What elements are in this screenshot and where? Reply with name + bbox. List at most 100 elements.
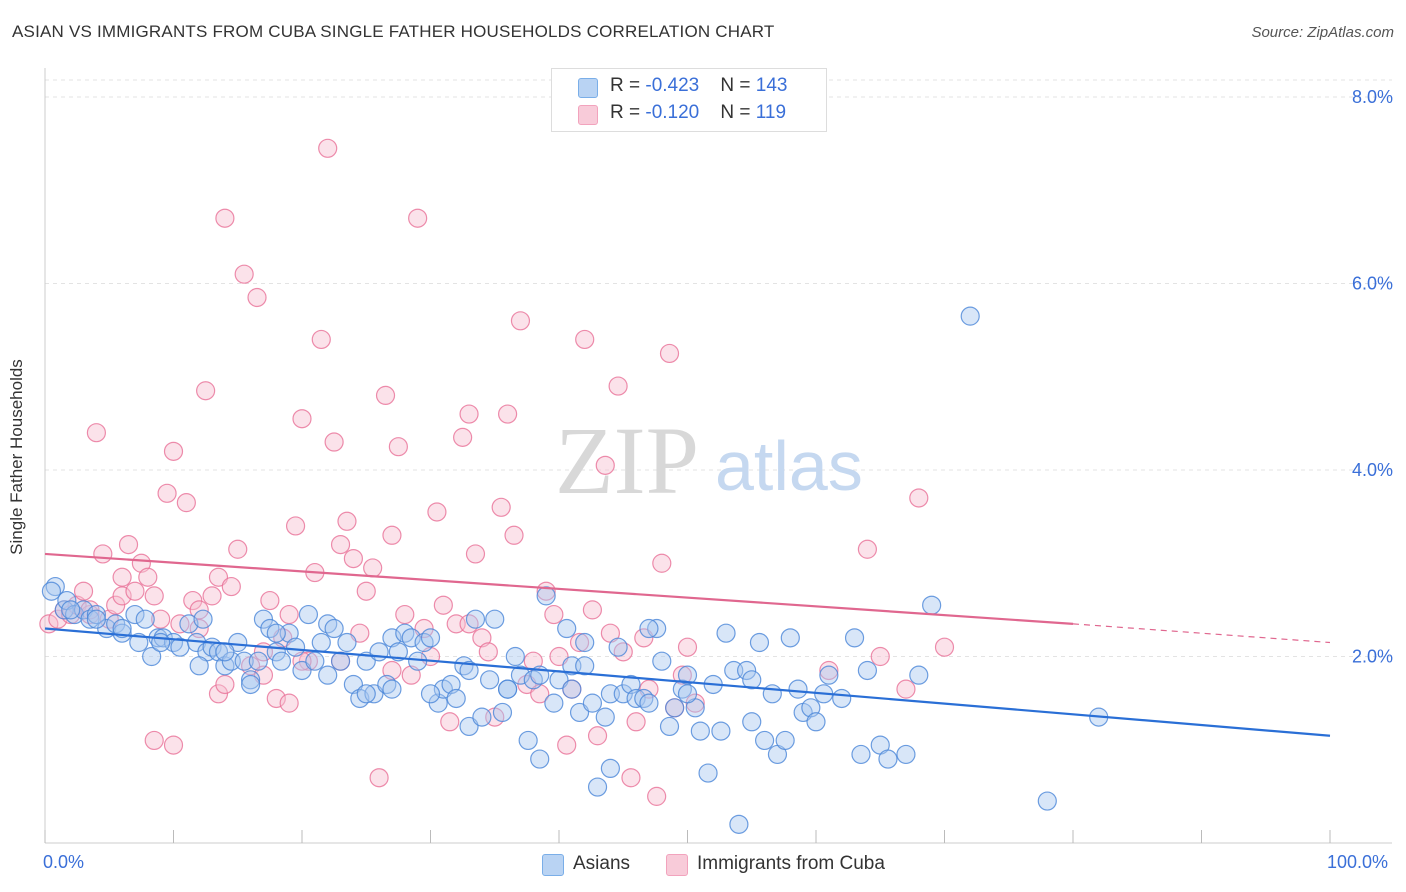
asian-point bbox=[266, 623, 286, 643]
cuba-point bbox=[215, 674, 235, 695]
cuba-point bbox=[234, 264, 254, 284]
asian-point bbox=[337, 632, 357, 653]
asian-point bbox=[298, 604, 319, 625]
watermark-atlas: atlas bbox=[715, 427, 863, 505]
asian-point bbox=[780, 628, 800, 648]
asian-point bbox=[587, 777, 608, 797]
legend-n-value: 119 bbox=[755, 102, 787, 123]
watermark-zip: ZIP bbox=[555, 407, 699, 514]
cuba-point bbox=[626, 712, 646, 732]
cuba-point bbox=[549, 646, 569, 667]
cuba-point bbox=[157, 483, 177, 503]
cuba-point bbox=[819, 660, 839, 681]
asian-point bbox=[544, 693, 564, 713]
cuba-point bbox=[189, 618, 209, 639]
asian-point bbox=[608, 637, 628, 657]
asian-point bbox=[86, 604, 107, 625]
cuba-point bbox=[433, 595, 453, 615]
asian-point bbox=[639, 618, 659, 639]
cuba-point bbox=[260, 590, 280, 611]
cuba-point bbox=[557, 735, 577, 755]
cuba-point bbox=[356, 581, 376, 601]
asian-point bbox=[465, 609, 486, 629]
cuba-point bbox=[350, 623, 370, 643]
cuba-point bbox=[208, 684, 229, 704]
cuba-point bbox=[634, 628, 654, 648]
asian-point bbox=[857, 660, 878, 681]
legend-swatch-cuba bbox=[578, 105, 598, 125]
cuba-point bbox=[163, 735, 184, 755]
cuba-point bbox=[343, 548, 363, 569]
asian-point bbox=[775, 730, 795, 751]
series-label-cuba: Immigrants from Cuba bbox=[697, 853, 885, 874]
asian-point bbox=[652, 651, 672, 671]
cuba-point bbox=[292, 409, 312, 429]
cuba-point bbox=[608, 376, 628, 396]
cuba-point bbox=[266, 688, 286, 709]
cuba-point bbox=[647, 786, 667, 806]
asian-point bbox=[819, 665, 839, 685]
x-tick-min: 0.0% bbox=[43, 852, 85, 872]
asian-point bbox=[498, 679, 518, 699]
asian-point bbox=[446, 688, 466, 709]
asian-point bbox=[788, 679, 808, 699]
asian-point bbox=[382, 628, 402, 648]
asian-point bbox=[401, 628, 421, 648]
asian-point bbox=[677, 665, 698, 685]
cuba-point bbox=[472, 628, 492, 648]
asian-point bbox=[832, 688, 852, 709]
cuba-point bbox=[215, 208, 235, 228]
cuba-point bbox=[86, 423, 107, 443]
x-tick-max: 100.0% bbox=[1327, 852, 1389, 872]
cuba-point bbox=[163, 441, 184, 461]
asian-point bbox=[600, 758, 621, 779]
asian-point bbox=[536, 586, 556, 606]
asian-point bbox=[480, 670, 500, 690]
asian-point bbox=[311, 632, 331, 653]
cuba-point bbox=[857, 539, 878, 559]
cuba-point bbox=[408, 208, 428, 228]
cuba-point bbox=[196, 381, 216, 401]
cuba-point bbox=[575, 329, 595, 350]
cuba-point bbox=[118, 534, 139, 555]
cuba-point bbox=[324, 432, 344, 452]
asian-point bbox=[234, 651, 254, 671]
asian-point bbox=[285, 637, 306, 657]
legend-r-label: R = bbox=[610, 102, 646, 123]
asian-point bbox=[505, 646, 525, 667]
cuba-point bbox=[138, 567, 158, 587]
cuba-point bbox=[909, 488, 929, 508]
cuba-point bbox=[401, 665, 421, 685]
legend-n-value: 143 bbox=[755, 75, 788, 96]
asian-point bbox=[754, 730, 775, 751]
correlation-legend: R = -0.423 N = 143 R = -0.120 N = 119 bbox=[551, 68, 827, 132]
axes bbox=[44, 68, 1392, 844]
asian-point bbox=[241, 670, 261, 690]
legend-swatch-asians bbox=[578, 78, 598, 98]
chart-title: ASIAN VS IMMIGRANTS FROM CUBA SINGLE FAT… bbox=[12, 22, 775, 41]
legend-r-value: -0.423 bbox=[645, 75, 700, 96]
asian-point bbox=[575, 656, 595, 676]
cuba-point bbox=[228, 539, 248, 559]
cuba-point bbox=[112, 586, 132, 606]
asian-point bbox=[135, 609, 155, 629]
cuba-point bbox=[176, 493, 196, 513]
cuba-point bbox=[144, 730, 164, 751]
asian-point bbox=[492, 702, 513, 723]
asian-point bbox=[690, 721, 710, 741]
cuba-point bbox=[208, 567, 229, 587]
asian-point bbox=[575, 632, 595, 653]
cuba-point bbox=[382, 525, 402, 545]
asian-point bbox=[557, 618, 577, 639]
asian-point bbox=[420, 684, 441, 704]
cuba-point bbox=[440, 712, 460, 732]
cuba-point bbox=[414, 618, 434, 639]
asian-point bbox=[459, 660, 479, 681]
cuba-point bbox=[595, 455, 615, 475]
asian-point bbox=[582, 693, 603, 713]
cuba-point bbox=[621, 768, 641, 788]
asian-point bbox=[292, 660, 312, 681]
asian-point bbox=[485, 609, 505, 629]
source-label: Source: ZipAtlas.com bbox=[1251, 24, 1394, 41]
